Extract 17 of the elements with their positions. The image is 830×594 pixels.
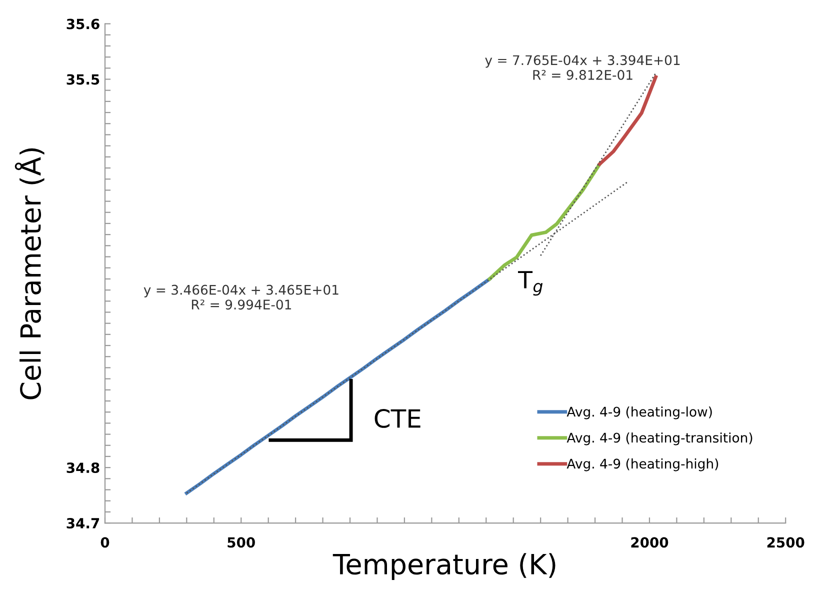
x-axis-title: Temperature (K) — [332, 553, 556, 580]
annotation: y = 7.765E-04x + 3.394E+01 R² = 9.812E-01 — [485, 55, 680, 80]
y-tick-label: 34.8 — [66, 462, 100, 474]
x-tick-label: 0 — [100, 537, 110, 548]
legend-label: Avg. 4-9 (heating-high) — [566, 458, 718, 472]
legend-label: Avg. 4-9 (heating-transition) — [566, 432, 752, 446]
legend-label: Avg. 4-9 (heating-low) — [566, 406, 712, 420]
annotation: y = 3.466E-04x + 3.465E+01 R² = 9.994E-01 — [144, 284, 338, 310]
x-tick-label: 2500 — [767, 537, 804, 548]
annotation: CTE — [374, 409, 420, 428]
y-tick-label: 35.6 — [66, 18, 100, 30]
x-tick-label: 500 — [228, 537, 255, 548]
y-tick-label: 35.5 — [66, 74, 100, 85]
annotation: T$_{g}$ — [518, 271, 543, 296]
y-tick-label: 34.7 — [66, 518, 100, 528]
y-axis-title: Cell Parameter (Å) — [14, 148, 44, 400]
x-tick-label: 2000 — [631, 537, 668, 548]
